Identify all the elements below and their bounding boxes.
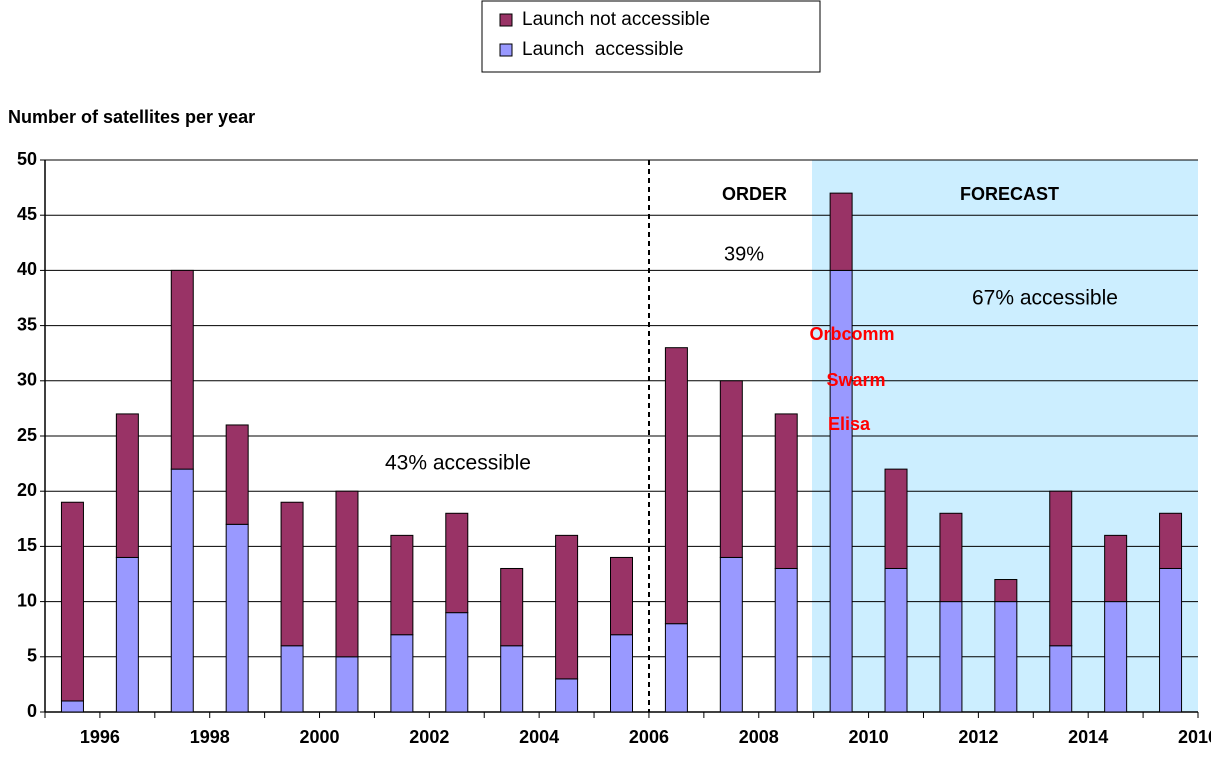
bar-segment (1049, 645, 1073, 713)
bar-segment (555, 678, 579, 713)
y-tick-label: 45 (17, 204, 37, 224)
legend-label: Launch not accessible (522, 9, 710, 30)
x-tick-label: 2010 (849, 727, 889, 747)
bar-segment (170, 468, 194, 713)
bar-segment (1049, 490, 1073, 647)
bar-segment (280, 501, 304, 647)
bar-segment (445, 612, 469, 713)
x-tick-label: 2004 (519, 727, 559, 747)
y-tick-label: 50 (17, 149, 37, 169)
bar-segment (610, 634, 633, 713)
annotation: Elisa (828, 414, 871, 434)
y-axis-title: Number of satellites per year (8, 107, 255, 127)
x-tick-label: 2016 (1178, 727, 1211, 747)
y-tick-label: 5 (27, 646, 37, 666)
bar-segment (829, 192, 853, 271)
annotation: 67% accessible (972, 287, 1118, 310)
bar-segment (445, 512, 469, 614)
bar-segment (939, 601, 963, 713)
bar-segment (555, 534, 579, 680)
bar-segment (500, 645, 524, 713)
bar-segment (994, 579, 1018, 603)
bar-segment (335, 490, 359, 658)
x-tick-label: 1998 (190, 727, 230, 747)
y-tick-label: 40 (17, 259, 37, 279)
y-tick-label: 25 (17, 425, 37, 445)
bar-segment (994, 601, 1018, 713)
annotation: 43% accessible (385, 452, 531, 475)
x-tick-label: 2002 (409, 727, 449, 747)
y-tick-label: 15 (17, 535, 37, 555)
bar-segment (225, 523, 249, 713)
legend-swatch (499, 13, 513, 27)
annotation: Orbcomm (809, 324, 894, 344)
x-tick-label: 2008 (739, 727, 779, 747)
bar-segment (335, 656, 359, 713)
x-tick-label: 2014 (1068, 727, 1108, 747)
bar-segment (60, 501, 84, 702)
bar-segment (719, 556, 743, 713)
bar-segment (390, 634, 414, 713)
legend-label: Launch accessible (522, 39, 684, 60)
bar-segment (939, 512, 963, 603)
legend-swatch (499, 43, 513, 57)
annotation: Swarm (826, 370, 885, 390)
bar-segment (664, 623, 688, 713)
y-tick-label: 35 (17, 314, 37, 334)
plot: 0 5 10 15 20 25 30 35 40 45 50 1996 1998 2000 2002 2004… (17, 149, 1211, 747)
bar-segment (225, 424, 249, 525)
annotation: 39% (724, 243, 764, 265)
x-tick-label: 1996 (80, 727, 120, 747)
y-tick-label: 20 (17, 480, 37, 500)
bar-segment (390, 534, 414, 636)
bar-segment (1104, 534, 1128, 603)
bar-segment (1159, 512, 1183, 569)
annotation: ORDER (722, 184, 787, 204)
bar-segment (280, 645, 304, 713)
bar-segment (610, 556, 633, 636)
bar-segment (115, 413, 139, 558)
bar-segment (884, 468, 908, 569)
x-tick-label: 2006 (629, 727, 669, 747)
bar-segment (774, 413, 798, 569)
y-tick-label: 0 (27, 701, 37, 721)
bar-segment (1104, 601, 1128, 713)
bar-segment (1159, 567, 1183, 713)
bar-segment (115, 556, 139, 713)
bar-segment (60, 700, 84, 713)
x-tick-label: 2000 (300, 727, 340, 747)
bar-segment (884, 567, 908, 713)
y-tick-label: 10 (17, 590, 37, 610)
bar-segment (170, 269, 194, 470)
legend (481, 0, 821, 73)
bar-segment (719, 380, 743, 558)
y-tick-label: 30 (17, 370, 37, 390)
bar-segment (664, 347, 688, 625)
bar-segment (774, 567, 798, 713)
x-tick-label: 2012 (958, 727, 998, 747)
annotation: FORECAST (960, 184, 1059, 204)
bar-segment (500, 567, 524, 647)
